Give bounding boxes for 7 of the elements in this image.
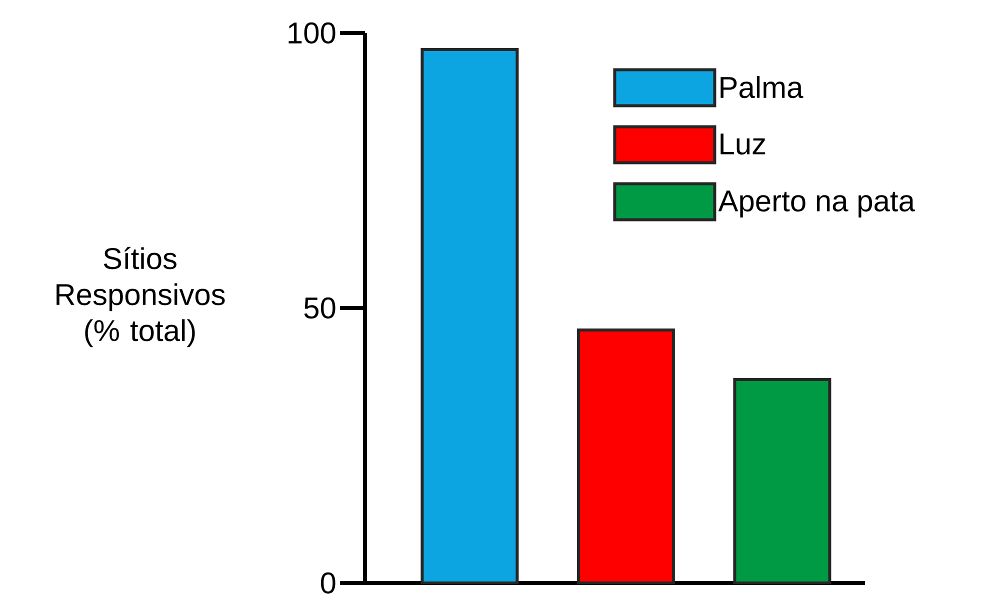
legend-label: Aperto na pata [718,190,915,218]
y-axis-title: Sítios Responsivos (% total) [56,246,225,348]
legend-label: Luz [720,134,766,155]
y-tick-label: 50 [304,297,336,319]
legend-label: Palma [720,76,804,98]
y-tick-label: 0 [320,572,336,594]
y-tick-label: 100 [288,22,336,44]
